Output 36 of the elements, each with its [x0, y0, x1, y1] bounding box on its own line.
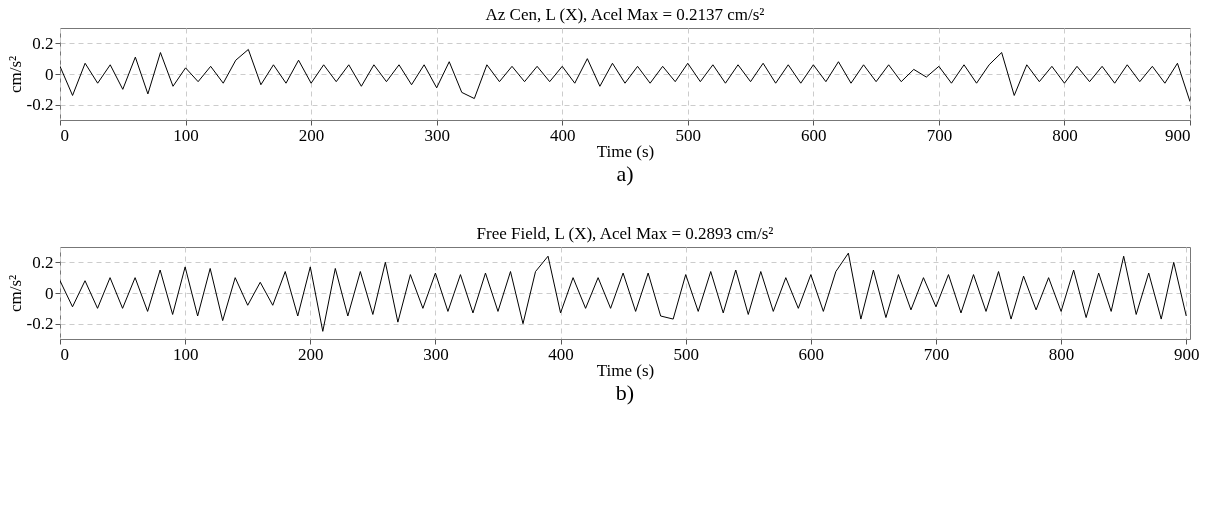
- x-axis-title: Time (s): [596, 141, 655, 161]
- x-tick-label: 800: [1052, 125, 1078, 145]
- x-tick-label: 800: [1048, 344, 1075, 364]
- text: a): [616, 161, 634, 186]
- x-tick-label: 600: [798, 344, 825, 364]
- y-tick-label: 0: [45, 64, 54, 84]
- x-tick-label: 500: [675, 125, 702, 145]
- y-tick-label: -0.2: [26, 95, 54, 115]
- y-axis-title: cm/s²: [5, 55, 25, 94]
- x-tick-label: 600: [801, 125, 827, 145]
- chart-title: Free Field, L (X), Acel Max = 0.2893 cm/s²: [476, 224, 774, 243]
- y-tick-label: 0.2: [32, 33, 54, 53]
- x-tick-label: 300: [424, 125, 450, 145]
- x-tick-label: 0: [60, 125, 69, 145]
- x-tick-label: 200: [298, 125, 325, 145]
- x-tick-label: 900: [1174, 344, 1200, 364]
- y-tick-label: -0.2: [26, 314, 54, 334]
- y-tick-label: 0.2: [32, 252, 54, 272]
- x-axis-title: Time (s): [596, 360, 655, 380]
- line-series: [60, 252, 1187, 332]
- y-tick-label: 0: [45, 283, 54, 303]
- x-tick-label: 500: [673, 344, 699, 364]
- x-tick-label: 700: [923, 344, 950, 364]
- x-tick-label: 700: [926, 125, 953, 145]
- chart-title: Az Cen, L (X), Acel Max = 0.2137 cm/s²: [485, 5, 765, 24]
- y-axis-title: cm/s²: [5, 274, 25, 313]
- x-tick-label: 100: [172, 344, 199, 364]
- x-tick-label: 100: [173, 125, 199, 145]
- x-tick-label: 0: [60, 344, 69, 364]
- x-tick-label: 400: [548, 344, 574, 364]
- x-tick-label: 900: [1165, 125, 1191, 145]
- line-series: [60, 48, 1190, 103]
- text: b): [615, 380, 635, 405]
- x-tick-label: 300: [423, 344, 449, 364]
- x-tick-label: 400: [549, 125, 576, 145]
- x-tick-label: 200: [298, 344, 324, 364]
